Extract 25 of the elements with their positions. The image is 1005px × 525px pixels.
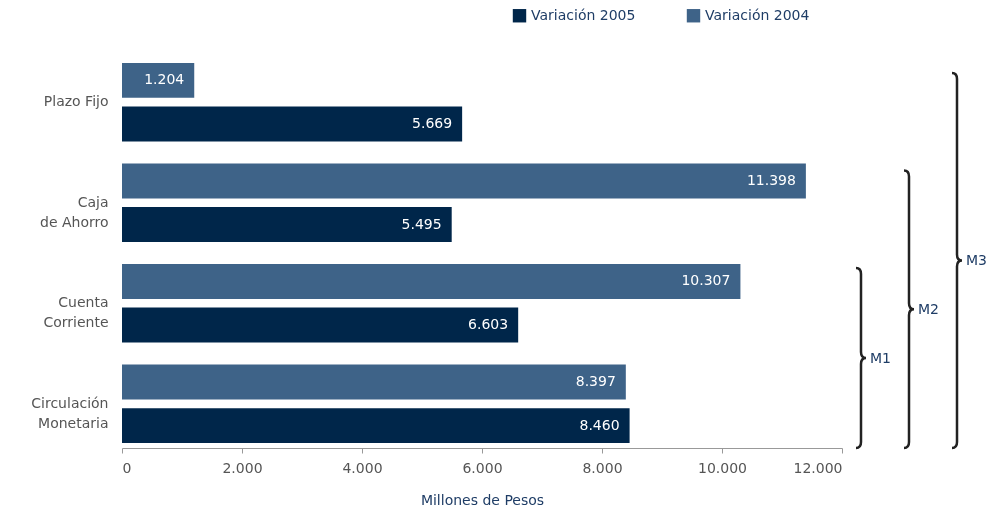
y-tick-label: Cuenta Corriente	[43, 294, 109, 331]
text: M3	[966, 252, 987, 269]
data-label: 10.307	[681, 272, 731, 289]
y-tick-label: Caja de Ahorro	[40, 193, 109, 230]
x-tick-label: 4.000	[342, 459, 383, 476]
x-axis-title: Millones de Pesos	[420, 491, 545, 508]
x-tick-label: 8.000	[582, 459, 623, 476]
x-tick-label: 10.000	[698, 459, 747, 476]
y-tick-label: Circulación Monetaria	[31, 394, 109, 431]
legend-label: Variación 2004	[705, 6, 810, 23]
x-tick-label: 12.000	[793, 459, 843, 476]
text: M1	[870, 349, 891, 366]
x-tick-label: 6.000	[462, 459, 503, 476]
data-label: 11.398	[746, 171, 796, 188]
data-label: 8.397	[575, 372, 616, 389]
legend-label: Variación 2005	[531, 6, 636, 23]
data-label: 5.669	[412, 115, 453, 132]
text: M2	[918, 301, 939, 318]
x-tick-label: 0	[122, 459, 132, 476]
data-label: 6.603	[468, 316, 509, 333]
y-tick-label: Plazo Fijo	[43, 93, 109, 110]
data-label: 1.204	[144, 71, 185, 88]
x-tick-label: 2.000	[222, 459, 263, 476]
data-label: 8.460	[579, 416, 620, 433]
data-label: 5.495	[401, 215, 442, 232]
